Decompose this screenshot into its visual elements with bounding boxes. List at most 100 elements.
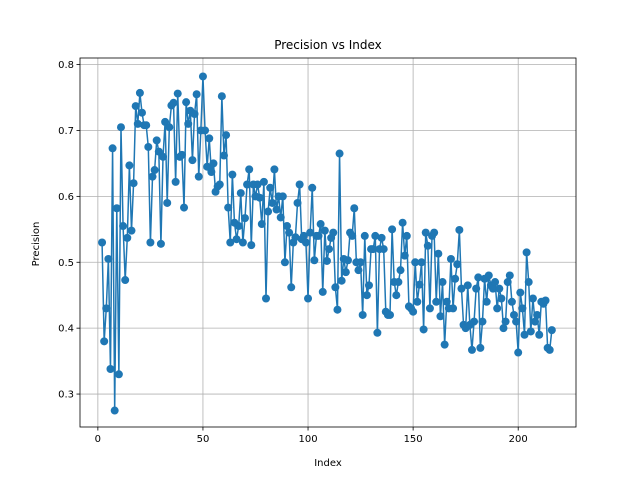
data-point <box>201 126 210 135</box>
data-point <box>419 325 428 334</box>
data-point <box>156 239 165 248</box>
data-point <box>285 228 294 237</box>
data-point <box>280 258 289 267</box>
data-point <box>188 156 197 165</box>
data-point <box>148 172 157 181</box>
data-point <box>400 251 409 260</box>
data-point <box>226 238 235 247</box>
data-point <box>205 134 214 143</box>
data-point <box>535 330 544 339</box>
data-point <box>180 203 189 212</box>
data-point <box>112 204 121 213</box>
data-point <box>108 144 117 153</box>
data-point <box>510 310 518 319</box>
data-point <box>373 328 382 337</box>
data-point <box>310 256 319 265</box>
chart-title: Precision vs Index <box>274 38 382 52</box>
data-point <box>238 238 247 247</box>
data-point <box>547 326 556 335</box>
x-tick-label: 0 <box>95 434 101 445</box>
data-point <box>392 291 401 300</box>
y-tick-label: 0.3 <box>58 390 74 401</box>
data-point <box>150 166 159 175</box>
data-point <box>173 89 182 98</box>
data-point <box>421 228 430 237</box>
y-axis: 0.3 0.4 0.5 0.6 0.7 0.8 <box>58 60 80 401</box>
y-axis-label: Precision <box>31 222 42 267</box>
data-point <box>350 204 359 213</box>
data-point <box>177 150 186 159</box>
data-point <box>430 228 439 237</box>
data-point <box>354 266 363 275</box>
data-point <box>232 235 241 244</box>
data-point <box>348 231 357 240</box>
data-point <box>190 110 199 119</box>
data-point <box>518 304 527 313</box>
data-point <box>253 180 262 189</box>
data-point <box>545 345 554 354</box>
data-point <box>222 131 231 140</box>
data-point <box>255 193 264 202</box>
x-tick-label: 150 <box>404 434 423 445</box>
data-point <box>224 203 233 212</box>
y-tick-label: 0.6 <box>58 192 74 203</box>
data-point <box>417 258 426 267</box>
y-tick-label: 0.8 <box>58 60 74 71</box>
data-point <box>322 256 331 265</box>
data-point <box>131 102 140 111</box>
data-point <box>270 165 279 174</box>
data-point <box>476 343 485 352</box>
data-point <box>219 151 228 160</box>
data-point <box>198 72 207 81</box>
data-point <box>159 152 168 161</box>
data-point <box>526 327 535 336</box>
data-point <box>331 283 340 292</box>
data-point <box>287 283 296 292</box>
data-point <box>100 337 109 346</box>
data-point <box>283 222 292 231</box>
data-point <box>440 340 449 349</box>
data-point <box>217 92 226 101</box>
data-point <box>507 297 516 306</box>
data-point <box>358 310 367 319</box>
data-point <box>301 238 310 247</box>
data-point <box>152 136 161 145</box>
data-point <box>411 258 420 267</box>
data-point <box>329 228 338 237</box>
data-point <box>268 198 277 207</box>
data-point <box>182 98 191 107</box>
data-point <box>308 183 317 192</box>
data-point <box>478 317 487 326</box>
data-point <box>291 233 300 242</box>
x-tick-label: 50 <box>197 434 210 445</box>
data-point <box>119 222 128 231</box>
data-point <box>467 345 476 354</box>
data-point <box>293 198 302 207</box>
data-point <box>318 287 327 296</box>
series-precision <box>98 72 556 415</box>
data-point <box>243 180 252 189</box>
data-point <box>501 317 510 326</box>
data-point <box>503 278 512 287</box>
data-point <box>528 294 537 303</box>
data-point <box>247 241 256 250</box>
data-point <box>415 280 424 289</box>
data-point <box>377 233 386 242</box>
data-point <box>228 170 237 179</box>
data-point <box>491 278 500 287</box>
data-point <box>194 172 203 181</box>
data-point <box>276 213 285 222</box>
data-point <box>304 294 313 303</box>
data-point <box>362 291 371 300</box>
data-point <box>343 256 352 265</box>
x-axis-label: Index <box>314 458 342 469</box>
data-point <box>520 330 529 339</box>
data-point <box>123 233 132 242</box>
grid <box>80 58 576 427</box>
data-point <box>110 406 119 415</box>
data-point <box>163 198 172 207</box>
y-tick-label: 0.7 <box>58 126 74 137</box>
data-point <box>463 281 472 290</box>
data-point <box>138 108 146 117</box>
